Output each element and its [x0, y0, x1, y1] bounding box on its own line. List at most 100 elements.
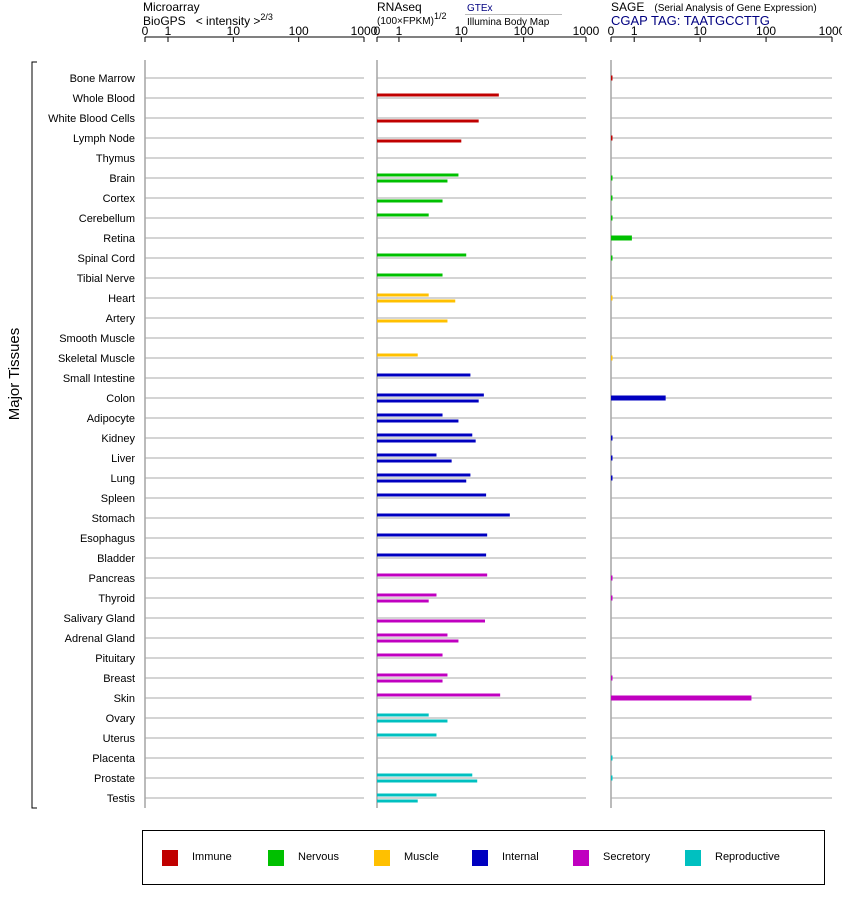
legend-swatch-immune [162, 850, 178, 866]
sage-bar [611, 675, 613, 681]
sage-tick-label-4: 1000 [819, 24, 842, 38]
tissue-label: Stomach [92, 513, 135, 525]
rnaseq-unit: (100×FPKM) [377, 16, 434, 27]
y-axis-bracket [31, 61, 37, 809]
microarray-tick-label-1: 1 [165, 24, 172, 38]
tissue-label: Cortex [103, 193, 136, 205]
legend-label-immune: Immune [192, 851, 232, 863]
legend: Immune Nervous Muscle Internal Secretory… [142, 830, 825, 885]
rnaseq-bar-gtex [377, 213, 429, 217]
microarray-tick-label-3: 100 [289, 24, 309, 38]
rnaseq-tick-label-4: 1000 [573, 24, 600, 38]
rnaseq-bar-gtex [377, 573, 488, 577]
tissue-label: Liver [111, 453, 135, 465]
microarray-tick-label-0: 0 [142, 24, 149, 38]
rnaseq-bar-gtex [377, 473, 471, 477]
rnaseq-bar-gtex [377, 433, 473, 437]
rnaseq-bar-gtex [377, 633, 448, 637]
legend-label-secretory: Secretory [603, 851, 651, 863]
rnaseq-bar-ibm [377, 639, 459, 643]
legend-swatch-muscle [374, 850, 390, 866]
tissue-label: White Blood Cells [48, 113, 135, 125]
sage-bar [611, 755, 613, 761]
sage-bar [611, 295, 613, 301]
tissue-label: Lung [111, 473, 135, 485]
rnaseq-bar-ibm [377, 719, 448, 723]
rnaseq-tick-label-0: 0 [374, 24, 381, 38]
rnaseq-bar-gtex [377, 253, 467, 257]
tissue-label: Bladder [97, 553, 135, 565]
sage-header: SAGE (Serial Analysis of Gene Expression… [611, 0, 817, 16]
tissue-label: Spleen [101, 493, 135, 505]
sage-bar [611, 775, 613, 781]
sage-tick-label-2: 10 [693, 24, 707, 38]
rnaseq-bar-ibm [377, 599, 429, 603]
sage-bar [611, 695, 752, 701]
rnaseq-bar-gtex [377, 593, 437, 597]
rnaseq-panel: 0 1 10 100 1000 [374, 24, 600, 808]
rnaseq-tick-label-2: 10 [455, 24, 469, 38]
tissue-label: Spinal Cord [78, 253, 135, 265]
tissue-label: Breast [103, 673, 135, 685]
tissue-label: Smooth Muscle [59, 333, 135, 345]
rnaseq-tick-label-3: 100 [514, 24, 534, 38]
tissue-label: Pituitary [95, 653, 135, 665]
tissue-label: Tibial Nerve [77, 273, 135, 285]
tissue-label: Pancreas [89, 573, 136, 585]
sage-bar [611, 175, 613, 181]
tissue-label: Kidney [101, 433, 135, 445]
legend-label-nervous: Nervous [298, 851, 339, 863]
sage-bar [611, 575, 613, 581]
tissue-label: Skin [114, 693, 135, 705]
microarray-header: Microarray BioGPS < intensity >2/3 [143, 0, 273, 29]
rnaseq-bar-gtex [377, 693, 501, 697]
rnaseq-bar-gtex [377, 673, 448, 677]
y-axis-label: Major Tissues [6, 328, 23, 421]
tissue-label: Artery [106, 313, 136, 325]
legend-label-internal: Internal [502, 851, 539, 863]
rnaseq-bar-ibm [377, 479, 467, 483]
tissue-label: Heart [108, 293, 135, 305]
microarray-title: Microarray [143, 0, 200, 14]
rnaseq-header: RNAseq (100×FPKM)1/2 [377, 0, 446, 29]
rnaseq-bar-ibm [377, 139, 462, 143]
tissue-label: Uterus [103, 733, 136, 745]
rnaseq-bar-gtex [377, 293, 429, 297]
rnaseq-bar-gtex [377, 273, 443, 277]
rnaseq-bar-gtex [377, 553, 487, 557]
microarray-scale: < intensity > [195, 14, 261, 28]
sage-bar [611, 195, 613, 201]
legend-swatch-nervous [268, 850, 284, 866]
rnaseq-bar-ibm [377, 399, 479, 403]
sage-bar [611, 235, 632, 241]
rnaseq-bar-ibm [377, 779, 478, 783]
tissue-label: Testis [107, 793, 136, 805]
rnaseq-bar-ibm [377, 119, 479, 123]
sage-title: SAGE [611, 0, 645, 14]
sage-desc: (Serial Analysis of Gene Expression) [654, 3, 817, 14]
sage-bar [611, 135, 613, 141]
tissue-label: Ovary [106, 713, 136, 725]
legend-label-reproductive: Reproductive [715, 851, 780, 863]
rnaseq-bar-ibm [377, 679, 443, 683]
sage-tick-label-0: 0 [608, 24, 615, 38]
rnaseq-bar-gtex [377, 713, 429, 717]
microarray-tick-label-2: 10 [227, 24, 241, 38]
sage-panel: 0 1 10 100 1000 [608, 24, 842, 808]
sage-bar [611, 355, 613, 361]
microarray-exponent: 2/3 [260, 12, 273, 22]
tissue-label: Skeletal Muscle [58, 353, 135, 365]
rnaseq-bar-gtex [377, 773, 473, 777]
rnaseq-bar-ibm [377, 199, 443, 203]
rnaseq-source-gtex: GTEx [467, 3, 493, 14]
rnaseq-bar-gtex [377, 373, 471, 377]
tissue-label: Prostate [94, 773, 135, 785]
sage-bar [611, 455, 613, 461]
rnaseq-bar-gtex [377, 353, 418, 357]
sage-tag: CGAP TAG: TAATGCCTTG [611, 13, 770, 28]
rnaseq-bar-gtex [377, 173, 459, 177]
tissue-label: Thymus [96, 153, 136, 165]
rnaseq-bar-ibm [377, 319, 448, 323]
sage-bar [611, 435, 613, 441]
